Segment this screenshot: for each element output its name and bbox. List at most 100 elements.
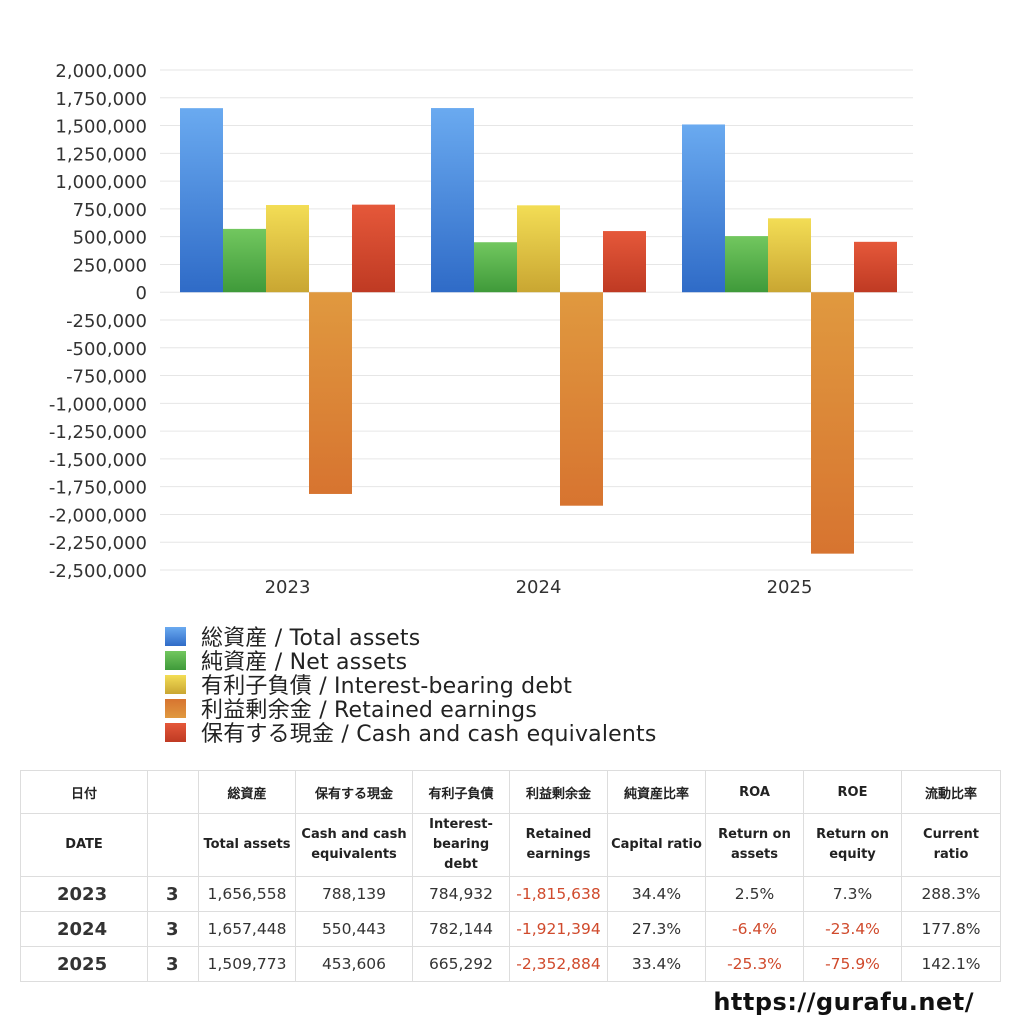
y-tick-label: -2,000,000 xyxy=(49,505,147,526)
header-row-jp-cell: 有利子負債 xyxy=(412,770,510,814)
table-row-cell: 288.3% xyxy=(901,876,1001,912)
y-tick-label: -1,500,000 xyxy=(49,450,147,471)
x-tick-label: 2024 xyxy=(516,577,562,598)
legend-label: 純資産 / Net assets xyxy=(201,650,408,675)
header-row-jp-cell: ROA xyxy=(705,770,804,814)
table-row-cell: 550,443 xyxy=(295,911,413,947)
table-row-cell: 34.4% xyxy=(607,876,706,912)
x-tick-label: 2023 xyxy=(265,577,311,598)
table-row-cell: 1,509,773 xyxy=(198,946,296,982)
bar-2025-series-1 xyxy=(725,236,768,293)
header-row-en-cell: DATE xyxy=(20,813,148,877)
table-row-cell: -25.3% xyxy=(705,946,804,982)
table-row: 2025 3 1,509,773 453,606 665,292 -2,352,884 33… xyxy=(20,946,1001,982)
bar-2023-series-3 xyxy=(309,292,352,494)
header-row-en-cell: Retained earnings xyxy=(509,813,608,877)
header-row-en: DATE Total assets Cash and cash equivalent… xyxy=(20,813,1001,877)
legend-label: 有利子負債 / Interest-bearing debt xyxy=(201,674,573,699)
header-row-en-cell: Capital ratio xyxy=(607,813,706,877)
bar-2025-series-3 xyxy=(811,292,854,554)
header-row-jp-cell: 総資産 xyxy=(198,770,296,814)
table-row-cell: -75.9% xyxy=(803,946,902,982)
header-row-jp-cell: ROE xyxy=(803,770,902,814)
financial-summary-table: 日付 総資産 保有する現金 有利子負債 利益剰余金 純資産比率 ROA ROE 流動比率 DATE… xyxy=(20,770,1001,982)
table-row-cell: 3 xyxy=(147,946,199,982)
gridlines xyxy=(160,69,913,571)
legend-item: 総資産 / Total assets xyxy=(165,624,657,651)
legend: 総資産 / Total assets 純資産 / Net assets 有利子負債 … xyxy=(165,624,657,747)
header-row-en-cell xyxy=(147,813,199,877)
table-row-cell: 2025 xyxy=(20,946,148,982)
table-row-cell: 788,139 xyxy=(295,876,413,912)
y-tick-label: 250,000 xyxy=(73,255,147,276)
header-row-jp-cell: 利益剰余金 xyxy=(509,770,608,814)
bars xyxy=(180,108,897,554)
legend-label: 利益剰余金 / Retained earnings xyxy=(201,698,537,723)
y-tick-label: -750,000 xyxy=(66,367,147,388)
bar-2023-series-2 xyxy=(266,205,309,293)
table-row-cell: -1,815,638 xyxy=(509,876,608,912)
table-row-cell: 2023 xyxy=(20,876,148,912)
table-row: 2024 3 1,657,448 550,443 782,144 -1,921,394 27… xyxy=(20,911,1001,947)
table-row-cell: 1,657,448 xyxy=(198,911,296,947)
bar-chart: 2,000,000 1,750,000 1,500,000 1,250,000 1,00… xyxy=(49,61,913,598)
legend-item: 純資産 / Net assets xyxy=(165,648,657,675)
legend-item: 利益剰余金 / Retained earnings xyxy=(165,696,657,723)
header-row-en-cell: Current ratio xyxy=(901,813,1001,877)
legend-item: 有利子負債 / Interest-bearing debt xyxy=(165,672,657,699)
header-row-jp: 日付 総資産 保有する現金 有利子負債 利益剰余金 純資産比率 ROA ROE 流動比率 xyxy=(20,770,1001,814)
table-row-cell: -1,921,394 xyxy=(509,911,608,947)
header-row-en-cell: Interest-bearing debt xyxy=(412,813,510,877)
bar-2025-series-4 xyxy=(854,241,897,293)
y-tick-label: 2,000,000 xyxy=(55,61,147,82)
y-tick-label: -250,000 xyxy=(66,311,147,332)
header-row-jp-cell: 流動比率 xyxy=(901,770,1001,814)
y-tick-label: 1,750,000 xyxy=(55,89,147,110)
header-row-jp-cell: 保有する現金 xyxy=(295,770,413,814)
bar-2024-series-3 xyxy=(560,292,603,506)
table-row-cell: 3 xyxy=(147,911,199,947)
header-row-en-cell: Cash and cash equivalents xyxy=(295,813,413,877)
header-row-en-cell: Total assets xyxy=(198,813,296,877)
y-tick-label: 750,000 xyxy=(73,200,147,221)
header-row-jp-cell: 日付 xyxy=(20,770,148,814)
legend-swatch xyxy=(165,626,186,646)
header-row-jp-cell xyxy=(147,770,199,814)
bar-2024-series-1 xyxy=(474,242,517,293)
table-row-cell: 782,144 xyxy=(412,911,510,947)
table-row-cell: -23.4% xyxy=(803,911,902,947)
legend-label: 総資産 / Total assets xyxy=(201,626,421,651)
y-tick-label: -2,250,000 xyxy=(49,533,147,554)
legend-swatch xyxy=(165,722,186,742)
table-row-cell: 784,932 xyxy=(412,876,510,912)
table-row-cell: 453,606 xyxy=(295,946,413,982)
table-row-cell: 177.8% xyxy=(901,911,1001,947)
y-tick-label: -2,500,000 xyxy=(49,561,147,582)
table-row-cell: 2.5% xyxy=(705,876,804,912)
y-tick-label: -1,750,000 xyxy=(49,478,147,499)
legend-swatch xyxy=(165,650,186,670)
header-row-en-cell: Return on assets xyxy=(705,813,804,877)
bar-2025-series-2 xyxy=(768,218,811,293)
y-tick-label: -1,000,000 xyxy=(49,394,147,415)
bar-2024-series-0 xyxy=(431,108,474,293)
table-row-cell: 7.3% xyxy=(803,876,902,912)
y-tick-label: -1,250,000 xyxy=(49,422,147,443)
y-tick-label: 1,250,000 xyxy=(55,144,147,165)
site-url: https://gurafu.net/ xyxy=(713,988,974,1016)
table-row: 2023 3 1,656,558 788,139 784,932 -1,815,638 34… xyxy=(20,876,1001,912)
y-tick-label: 500,000 xyxy=(73,228,147,249)
legend-item: 保有する現金 / Cash and cash equivalents xyxy=(165,720,657,747)
bar-2024-series-2 xyxy=(517,205,560,293)
x-axis-ticks: 2023 2024 2025 xyxy=(265,577,813,598)
y-tick-label: 1,500,000 xyxy=(55,117,147,138)
bar-2023-series-4 xyxy=(352,204,395,293)
table-row-cell: 665,292 xyxy=(412,946,510,982)
bar-2023-series-0 xyxy=(180,108,223,293)
y-tick-label: -500,000 xyxy=(66,339,147,360)
legend-swatch xyxy=(165,698,186,718)
table-row-cell: 142.1% xyxy=(901,946,1001,982)
table-row-cell: 2024 xyxy=(20,911,148,947)
legend-label: 保有する現金 / Cash and cash equivalents xyxy=(201,722,657,747)
table-row-cell: 33.4% xyxy=(607,946,706,982)
